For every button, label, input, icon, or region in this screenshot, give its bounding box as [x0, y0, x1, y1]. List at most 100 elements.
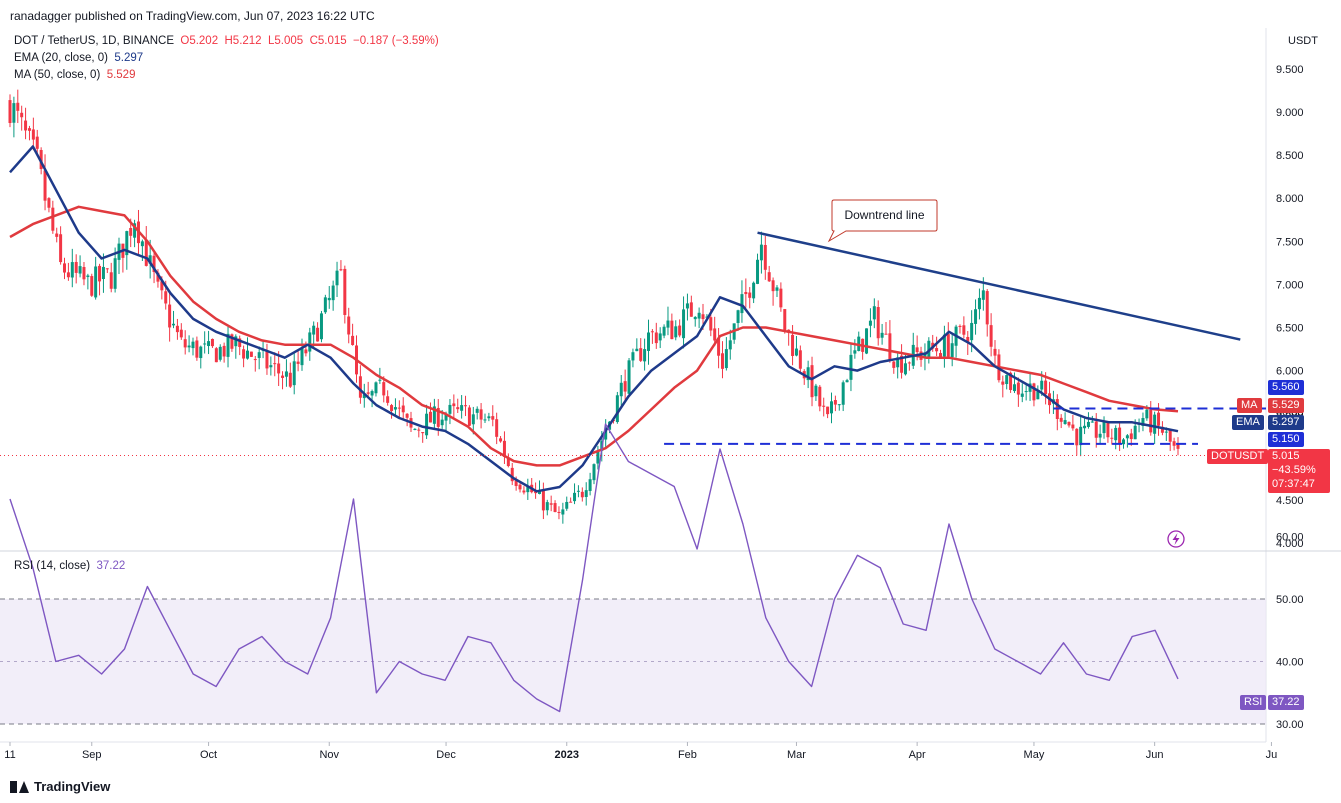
time-tick-label: Sep — [82, 749, 102, 761]
candle-body — [592, 464, 596, 481]
candle-body — [783, 309, 787, 331]
candle-body — [386, 396, 390, 403]
candle-body — [1001, 381, 1005, 385]
candle-body — [573, 492, 577, 502]
candlestick-series — [8, 89, 1180, 524]
time-tick-label: 11 — [4, 749, 15, 761]
close-value: C5.015 — [309, 35, 347, 47]
candle-body — [1032, 383, 1036, 401]
symbol-tag: DOTUSDT — [1207, 449, 1269, 464]
time-tick-label: Jun — [1146, 749, 1164, 761]
candle-body — [689, 302, 693, 317]
candle-body — [892, 361, 896, 368]
candle-body — [561, 509, 565, 515]
candle-body — [378, 379, 382, 381]
candle-body — [35, 136, 39, 149]
ema-legend[interactable]: EMA (20, close, 0) 5.297 — [14, 52, 143, 64]
candle-body — [736, 310, 740, 324]
ema-legend-label: EMA (20, close, 0) — [14, 52, 108, 64]
candle-body — [720, 353, 724, 369]
candle-body — [662, 326, 666, 336]
candle-body — [74, 261, 78, 273]
candle-body — [1094, 421, 1098, 438]
candle-body — [884, 333, 888, 335]
candle-body — [826, 406, 830, 415]
candle-body — [308, 332, 312, 352]
rsi-legend[interactable]: RSI (14, close) 37.22 — [14, 560, 125, 572]
candle-body — [1102, 421, 1106, 434]
candle-body — [1020, 393, 1024, 397]
candle-body — [514, 480, 518, 487]
candle-body — [849, 354, 853, 380]
candle-body — [59, 234, 63, 263]
candle-body — [339, 269, 343, 271]
price-tick-label: 4.000 — [1276, 538, 1304, 550]
symbol-legend[interactable]: DOT / TetherUS, 1D, BINANCE O5.202 H5.21… — [14, 35, 439, 47]
price-tick-label: 4.500 — [1276, 495, 1304, 507]
candle-body — [880, 332, 884, 338]
candle-body — [210, 338, 214, 347]
candle-body — [900, 355, 904, 373]
rsi-legend-label: RSI (14, close) — [14, 560, 91, 572]
tradingview-brand[interactable]: TradingView — [10, 779, 110, 794]
candle-body — [133, 223, 137, 238]
candle-body — [888, 333, 892, 361]
time-tick-label: May — [1024, 749, 1045, 761]
candle-body — [242, 349, 246, 359]
candle-body — [623, 381, 627, 392]
candle-body — [269, 365, 273, 368]
downtrend-annotation[interactable]: Downtrend line — [827, 199, 938, 243]
candle-body — [499, 438, 503, 442]
candle-body — [627, 360, 631, 394]
candle-body — [160, 281, 164, 291]
candle-body — [300, 347, 304, 366]
candle-body — [763, 244, 767, 270]
rsi-tick-label: 60.00 — [1276, 532, 1304, 544]
candle-body — [273, 363, 277, 365]
candle-body — [238, 338, 242, 347]
candle-body — [292, 361, 296, 386]
candle-body — [230, 334, 234, 349]
downtrend-line[interactable] — [757, 231, 1241, 341]
candle-body — [1075, 428, 1079, 446]
candle-body — [1110, 437, 1114, 439]
candle-body — [168, 304, 172, 328]
candle-body — [86, 275, 90, 278]
candle-body — [631, 352, 635, 361]
candle-body — [366, 392, 370, 394]
candle-body — [553, 503, 557, 513]
candle-body — [896, 357, 900, 368]
candle-body — [63, 263, 67, 273]
candle-body — [417, 429, 421, 431]
candle-body — [16, 102, 20, 111]
candle-body — [845, 380, 849, 383]
candle-body — [175, 325, 179, 333]
brand-name: TradingView — [34, 779, 111, 794]
candle-body — [643, 349, 647, 362]
ma50-line — [9, 205, 1179, 467]
ma-legend-label: MA (50, close, 0) — [14, 69, 101, 81]
candle-body — [588, 479, 592, 491]
lightning-icon[interactable] — [1167, 530, 1185, 548]
candle-body — [1133, 425, 1137, 440]
candle-body — [1172, 441, 1176, 446]
candle-body — [347, 316, 351, 335]
candle-body — [678, 325, 682, 336]
candle-body — [397, 407, 401, 409]
candle-body — [199, 346, 203, 359]
candle-body — [109, 272, 113, 289]
rsi-legend-value: 37.22 — [96, 560, 126, 572]
candle-body — [8, 100, 12, 123]
candle-body — [234, 336, 238, 347]
candle-body — [806, 367, 810, 381]
ma-legend[interactable]: MA (50, close, 0) 5.529 — [14, 69, 135, 81]
candle-body — [24, 120, 28, 131]
candle-body — [214, 348, 218, 363]
indicator-overlays — [0, 145, 1266, 713]
candle-body — [915, 347, 919, 353]
candle-body — [370, 391, 374, 396]
candle-body — [222, 345, 226, 357]
candle-body — [172, 323, 176, 326]
rsi-tick-label: 50.00 — [1276, 594, 1304, 606]
